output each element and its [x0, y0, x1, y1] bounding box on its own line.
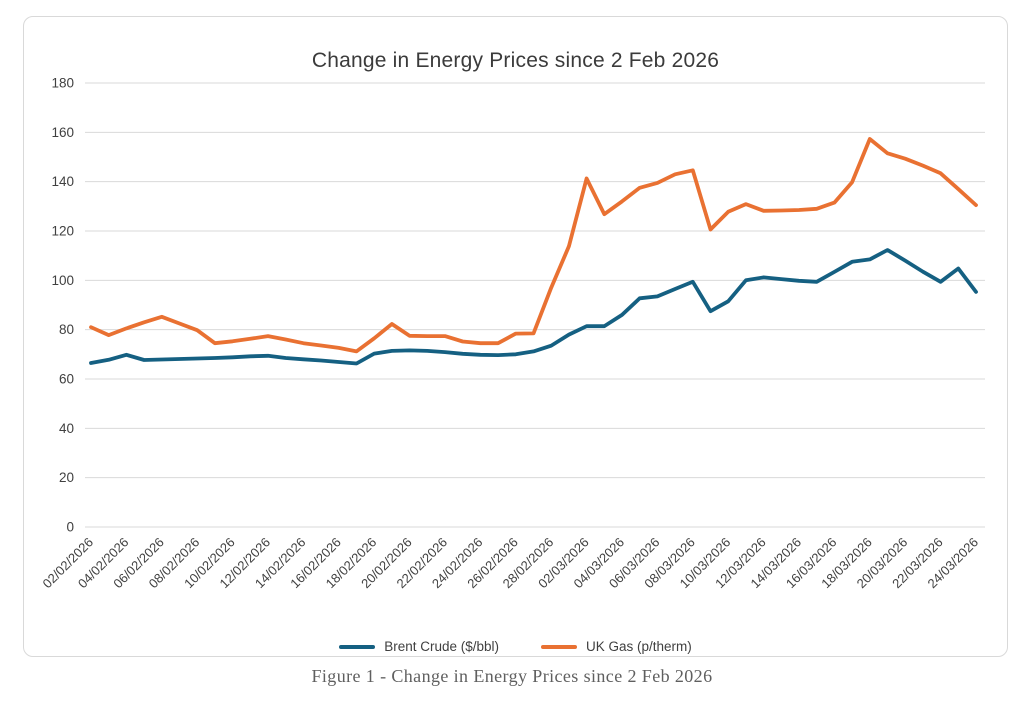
- legend-item-brent-crude: Brent Crude ($/bbl): [339, 639, 499, 654]
- y-tick-label-20: 20: [59, 470, 74, 485]
- y-axis-tick-labels: 0 20 40 60 80 100 120 140 160 180: [51, 76, 74, 535]
- y-tick-label-80: 80: [59, 322, 74, 337]
- y-tick-label-60: 60: [59, 372, 74, 387]
- chart-title: Change in Energy Prices since 2 Feb 2026: [311, 49, 720, 72]
- series-lines: [89, 137, 978, 366]
- legend-label-brent-crude: Brent Crude ($/bbl): [384, 639, 500, 654]
- legend-item-uk-gas: UK Gas (p/therm): [541, 639, 692, 654]
- uk-gas-line-swatch: [541, 644, 578, 649]
- y-tick-label-40: 40: [59, 421, 74, 436]
- chart-legend: Brent Crude ($/bbl) UK Gas (p/therm): [24, 639, 1007, 654]
- legend-label-uk-gas: UK Gas (p/therm): [586, 639, 692, 654]
- y-tick-label-100: 100: [51, 273, 74, 288]
- gridlines: [85, 82, 985, 528]
- x-axis-tick-labels: 02/02/202604/02/202606/02/202608/02/2026…: [39, 535, 981, 592]
- y-tick-label-180: 180: [51, 76, 74, 91]
- uk-gas-p-therm-line: [89, 137, 978, 354]
- y-tick-label-0: 0: [66, 520, 74, 535]
- y-tick-label-140: 140: [51, 174, 74, 189]
- brent-crude-line-swatch: [339, 644, 376, 649]
- brent-crude-bbl-line: [89, 248, 978, 366]
- figure-caption: Figure 1 - Change in Energy Prices since…: [311, 666, 713, 686]
- y-tick-label-120: 120: [51, 224, 74, 239]
- y-tick-label-160: 160: [51, 125, 74, 140]
- chart-container: Change in Energy Prices since 2 Feb 2026…: [23, 16, 1008, 657]
